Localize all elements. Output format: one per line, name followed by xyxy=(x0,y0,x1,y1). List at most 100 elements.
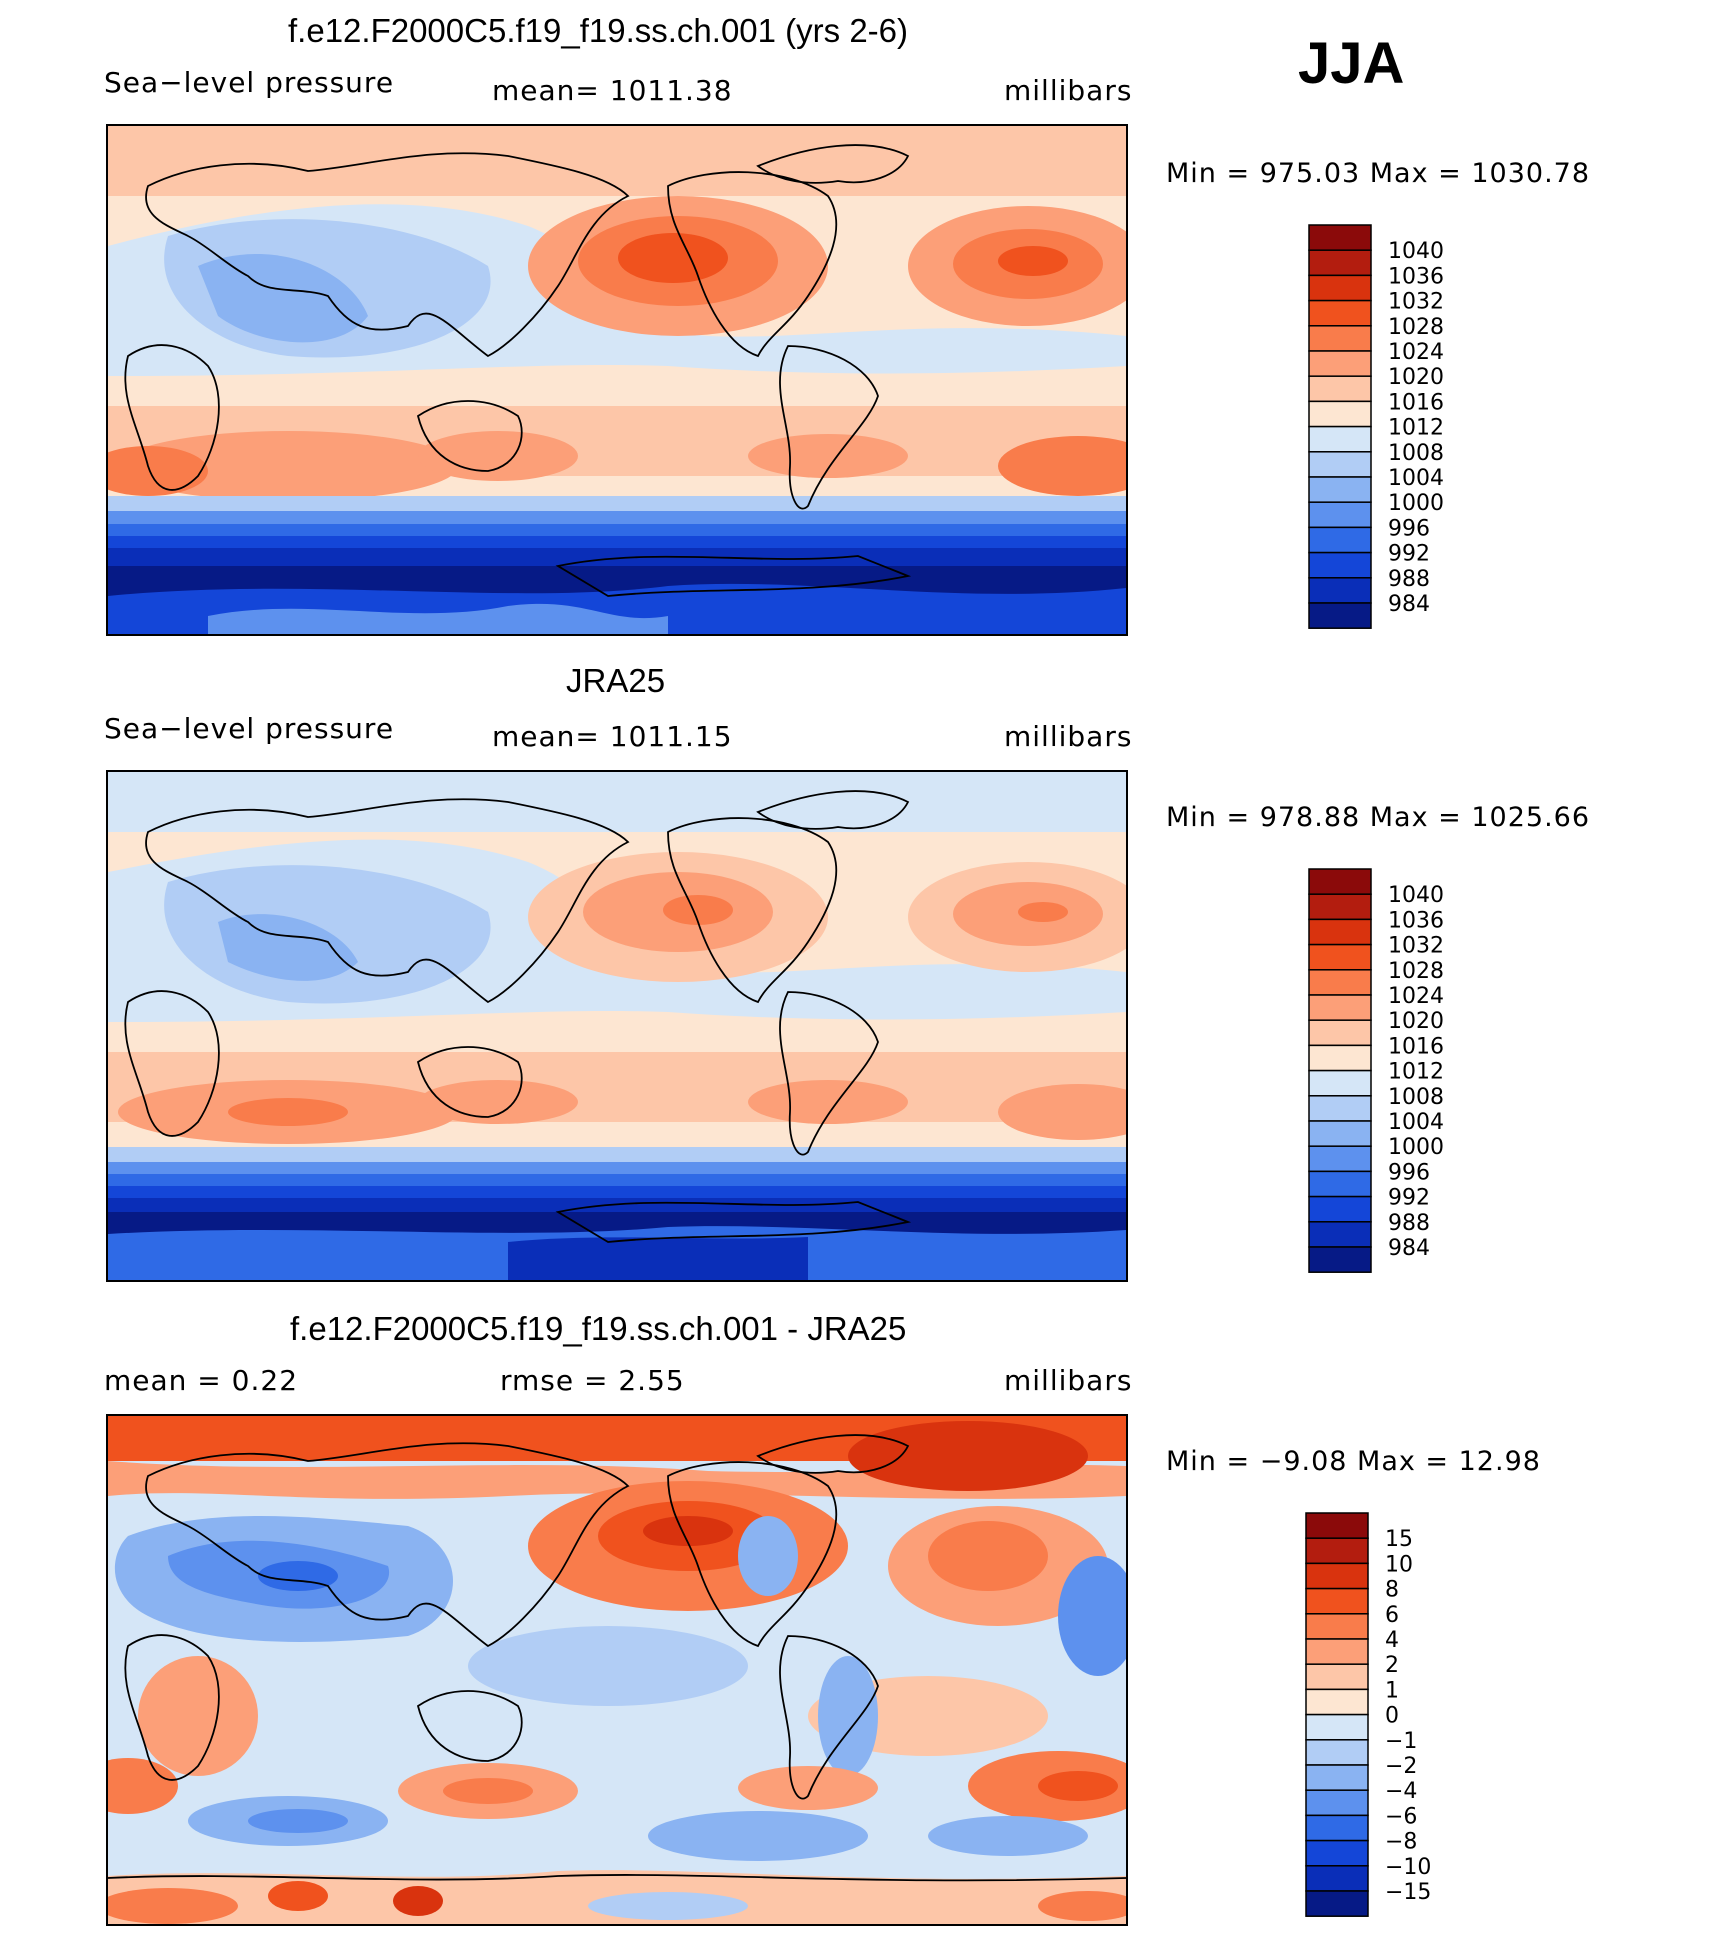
colorbar-tick-label: 1000 xyxy=(1388,1135,1444,1160)
colorbar-swatch xyxy=(1308,994,1372,1021)
colorbar-svg: 1040103610321028102410201016101210081004… xyxy=(1308,224,1444,629)
map-svg xyxy=(108,772,1126,1280)
colorbar-tick-label: 6 xyxy=(1385,1603,1399,1628)
colorbar-swatch xyxy=(1308,425,1372,453)
colorbar-tick-label: 996 xyxy=(1388,516,1430,541)
colorbar-swatch xyxy=(1308,249,1372,277)
panel-title: f.e12.F2000C5.f19_f19.ss.ch.001 - JRA25 xyxy=(290,1310,907,1347)
colorbar-tick-label: −8 xyxy=(1385,1830,1417,1855)
colorbar-tick-label: 1032 xyxy=(1388,934,1444,959)
colorbar-tick-label: 2 xyxy=(1385,1653,1399,1678)
colorbar-tick-label: −15 xyxy=(1385,1880,1431,1905)
colorbar-tick-label: −4 xyxy=(1385,1779,1417,1804)
colorbar-swatch xyxy=(1308,526,1372,554)
colorbar-swatch xyxy=(1308,1145,1372,1173)
colorbar-swatch xyxy=(1308,551,1372,579)
colorbar-tick-label: 1004 xyxy=(1388,466,1444,491)
colorbar-swatch xyxy=(1308,1221,1372,1248)
colorbar-swatch xyxy=(1308,893,1372,921)
colorbar-swatch xyxy=(1305,1865,1369,1892)
panel-title: JRA25 xyxy=(566,662,666,699)
colorbar-swatch xyxy=(1308,476,1372,503)
panel-mean-label: mean= 1011.38 xyxy=(492,74,733,107)
colorbar-swatch xyxy=(1305,1587,1369,1615)
colorbar-tick-label: 1000 xyxy=(1388,491,1444,516)
colorbar-tick-label: 1040 xyxy=(1388,239,1444,264)
colorbar-tick-label: 992 xyxy=(1388,1186,1430,1211)
colorbar-swatch xyxy=(1305,1739,1369,1766)
colorbar: 15 10 8 6 4 2 1 0 −1 −2 −4 −6 −8 −10 −15 xyxy=(1305,1512,1505,1920)
colorbar-swatch xyxy=(1308,501,1372,529)
colorbar-tick-label: 988 xyxy=(1388,1211,1430,1236)
colorbar-swatch xyxy=(1305,1663,1369,1691)
colorbar-swatch xyxy=(1308,1019,1372,1047)
colorbar-swatch xyxy=(1305,1764,1369,1791)
colorbar-tick-label: 996 xyxy=(1388,1160,1430,1185)
panel-rmse-label: rmse = 2.55 xyxy=(500,1364,685,1397)
panel-variable-label: Sea−level pressure xyxy=(104,712,395,745)
colorbar-swatch xyxy=(1305,1537,1369,1565)
colorbar-swatch xyxy=(1308,375,1372,403)
colorbar: 1040 1036 1032 1028 1024 1020 1016 1012 1008 1004… xyxy=(1308,868,1508,1276)
colorbar-tick-label: 992 xyxy=(1388,542,1430,567)
colorbar-swatch xyxy=(1308,1095,1372,1122)
colorbar-swatch xyxy=(1305,1512,1369,1539)
colorbar-swatch xyxy=(1308,451,1372,478)
colorbar-swatch xyxy=(1308,969,1372,996)
colorbar-swatch xyxy=(1308,1120,1372,1147)
colorbar-tick-label: 984 xyxy=(1388,1236,1430,1261)
colorbar-tick-label: 1040 xyxy=(1388,883,1444,908)
colorbar-tick-label: 10 xyxy=(1385,1552,1413,1577)
colorbar-tick-label: 1020 xyxy=(1388,1009,1444,1034)
panel-minmax: Min = 978.88 Max = 1025.66 xyxy=(1166,802,1591,833)
colorbar-swatch xyxy=(1308,1044,1372,1072)
colorbar-tick-label: 1008 xyxy=(1388,441,1444,466)
colorbar-tick-label: 1016 xyxy=(1388,1034,1444,1059)
colorbar-tick-label: 1024 xyxy=(1388,340,1444,365)
colorbar-tick-label: 1028 xyxy=(1388,959,1444,984)
colorbar-tick-label: 1008 xyxy=(1388,1085,1444,1110)
map-plot xyxy=(106,770,1128,1282)
panel-variable-label: Sea−level pressure xyxy=(104,66,395,99)
colorbar-swatch xyxy=(1305,1839,1369,1867)
colorbar-swatch xyxy=(1308,299,1372,327)
colorbar-swatch xyxy=(1308,1069,1372,1097)
colorbar-swatch xyxy=(1308,602,1372,629)
panel-mean-label: mean = 0.22 xyxy=(104,1364,299,1397)
colorbar-swatch xyxy=(1308,224,1372,251)
colorbar-tick-label: 1036 xyxy=(1388,908,1444,933)
panel-minmax: Min = −9.08 Max = 12.98 xyxy=(1166,1446,1541,1477)
colorbar-tick-label: 4 xyxy=(1385,1628,1399,1653)
colorbar: 1040 1036 1032 1028 1024 1020 1016 1012 1008 1004… xyxy=(1308,224,1508,632)
panel-units-label: millibars xyxy=(1004,1364,1133,1397)
panel-minmax: Min = 975.03 Max = 1030.78 xyxy=(1166,158,1591,189)
colorbar-swatch xyxy=(1305,1814,1369,1842)
colorbar-tick-label: 1028 xyxy=(1388,315,1444,340)
colorbar-swatch xyxy=(1305,1713,1369,1741)
colorbar-tick-label: 1020 xyxy=(1388,365,1444,390)
map-svg xyxy=(108,126,1126,634)
colorbar-swatch xyxy=(1308,577,1372,604)
colorbar-tick-label: −1 xyxy=(1385,1729,1417,1754)
colorbar-tick-label: −6 xyxy=(1385,1804,1417,1829)
map-plot xyxy=(106,124,1128,636)
colorbar-tick-label: 1004 xyxy=(1388,1110,1444,1135)
colorbar-swatch xyxy=(1308,918,1372,946)
colorbar-swatch xyxy=(1308,1195,1372,1223)
colorbar-swatch xyxy=(1308,400,1372,428)
colorbar-swatch xyxy=(1308,325,1372,352)
colorbar-swatch xyxy=(1305,1613,1369,1640)
colorbar-svg: 1040103610321028102410201016101210081004… xyxy=(1308,868,1444,1273)
colorbar-tick-label: 1024 xyxy=(1388,984,1444,1009)
colorbar-tick-label: 1 xyxy=(1385,1678,1399,1703)
colorbar-tick-label: 1012 xyxy=(1388,1060,1444,1085)
colorbar-swatch xyxy=(1305,1890,1369,1917)
colorbar-swatch xyxy=(1308,1170,1372,1198)
colorbar-swatch xyxy=(1305,1638,1369,1665)
colorbar-tick-label: −10 xyxy=(1385,1855,1431,1880)
colorbar-swatch xyxy=(1308,274,1372,302)
map-plot xyxy=(106,1414,1128,1926)
colorbar-tick-label: 15 xyxy=(1385,1527,1413,1552)
colorbar-swatch xyxy=(1308,1246,1372,1273)
